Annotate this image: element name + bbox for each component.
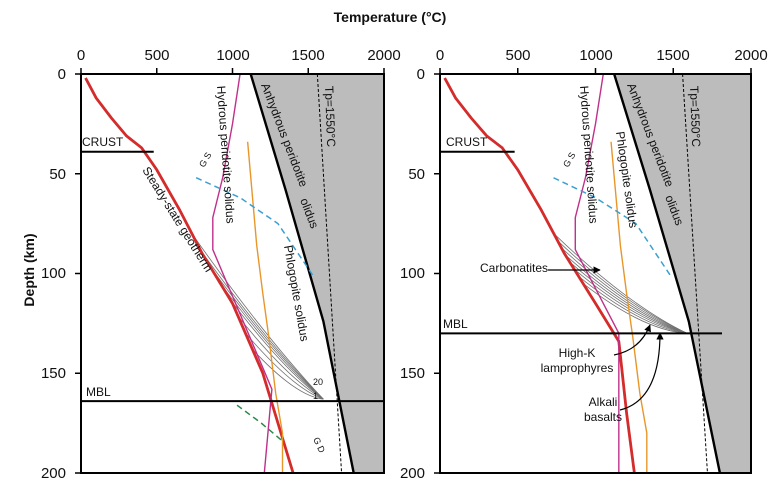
y-ticks: 0 50 100 150 200 bbox=[41, 66, 66, 482]
x-tick-500: 500 bbox=[144, 47, 169, 64]
melt-path bbox=[209, 266, 324, 400]
melt-path bbox=[200, 249, 324, 400]
x-tick-0: 0 bbox=[436, 47, 444, 64]
y-tick-100: 100 bbox=[400, 265, 425, 282]
x-ticks: 0 500 1000 1500 2000 bbox=[436, 47, 768, 64]
melt-path bbox=[219, 282, 324, 400]
melt-path bbox=[252, 349, 324, 400]
right-panel: 0 500 1000 1500 2000 0 50 100 150 200 CR… bbox=[400, 47, 768, 482]
path-label-1: 1 bbox=[313, 391, 318, 401]
x-tick-500: 500 bbox=[505, 47, 530, 64]
graphite-spinel-boundary bbox=[553, 177, 673, 278]
crust-label: CRUST bbox=[446, 135, 488, 149]
geotherm-line bbox=[84, 77, 295, 474]
geotherm-label: Steady-state geotherm bbox=[139, 164, 215, 274]
y-tick-200: 200 bbox=[41, 465, 66, 482]
melt-path bbox=[237, 316, 324, 400]
plot-frame bbox=[80, 73, 385, 474]
alkali-basalts-label-line2: basalts bbox=[584, 410, 622, 424]
tp-label: Tp=1550°C bbox=[687, 86, 703, 148]
melt-path bbox=[565, 254, 688, 334]
mbl-label: MBL bbox=[443, 317, 468, 331]
y-tick-150: 150 bbox=[400, 365, 425, 382]
melt-path bbox=[553, 233, 688, 334]
melt-paths bbox=[553, 233, 688, 334]
alkali-basalts-arrow bbox=[619, 332, 664, 411]
melt-path bbox=[573, 268, 688, 334]
y-tick-50: 50 bbox=[408, 166, 425, 183]
phlogopite-solidus-line bbox=[610, 141, 648, 473]
melt-path bbox=[578, 276, 688, 334]
carbonatites-label: Carbonatites bbox=[480, 261, 548, 275]
alkali-basalts-label-line1: Alkali bbox=[589, 395, 618, 409]
hydrous-solidus-label: Hydrous peridotite solidus bbox=[214, 85, 238, 224]
x-ticks: 0 500 1000 1500 2000 bbox=[77, 47, 401, 64]
x-axis-title: Temperature (°C) bbox=[334, 9, 447, 25]
melt-path bbox=[229, 299, 324, 400]
melt-path bbox=[569, 261, 688, 334]
hydrous-solidus-label: Hydrous peridotite solidus bbox=[577, 85, 601, 224]
y-tick-0: 0 bbox=[58, 66, 66, 83]
tp-1550-adiabat-line bbox=[682, 73, 708, 474]
high-k-arrow bbox=[613, 324, 651, 356]
tp-1550-adiabat-line bbox=[316, 73, 343, 474]
x-tick-0: 0 bbox=[77, 47, 85, 64]
y-ticks: 0 50 100 150 200 bbox=[400, 66, 425, 482]
anhydrous-region bbox=[250, 74, 384, 473]
graphite-diamond-line bbox=[236, 404, 283, 442]
x-tick-1000: 1000 bbox=[216, 47, 249, 64]
hydrous-solidus-line bbox=[212, 73, 273, 474]
gs-label: G S bbox=[561, 151, 577, 169]
x-tick-2000: 2000 bbox=[734, 47, 767, 64]
y-axis-title: Depth (km) bbox=[21, 233, 37, 306]
high-k-label-line1: High-K bbox=[559, 346, 596, 360]
tp-label: Tp=1550°C bbox=[322, 86, 338, 148]
mbl-label: MBL bbox=[86, 385, 111, 399]
y-tick-0: 0 bbox=[417, 66, 425, 83]
graphite-spinel-boundary bbox=[195, 177, 315, 278]
y-tick-200: 200 bbox=[400, 465, 425, 482]
melt-path bbox=[582, 283, 688, 334]
left-panel: 0 500 1000 1500 2000 0 50 100 150 200 CR… bbox=[41, 47, 401, 482]
x-tick-1000: 1000 bbox=[579, 47, 612, 64]
x-tick-2000: 2000 bbox=[367, 47, 400, 64]
gd-label: G D bbox=[311, 436, 327, 455]
annotation-arrows bbox=[548, 266, 664, 411]
high-k-label-line2: lamprophyres bbox=[541, 361, 614, 375]
anhydrous-region bbox=[614, 74, 751, 473]
melt-path bbox=[191, 233, 324, 400]
x-tick-1500: 1500 bbox=[656, 47, 689, 64]
melt-path bbox=[557, 240, 688, 334]
melt-paths bbox=[191, 233, 324, 400]
y-tick-100: 100 bbox=[41, 265, 66, 282]
anhydrous-solidus-line bbox=[613, 73, 722, 474]
melt-path bbox=[244, 332, 324, 400]
plot-frame bbox=[439, 73, 752, 474]
x-tick-1500: 1500 bbox=[291, 47, 324, 64]
path-label-20: 20 bbox=[313, 377, 323, 387]
melt-path bbox=[561, 247, 688, 334]
phlogopite-solidus-line bbox=[246, 141, 284, 473]
y-tick-150: 150 bbox=[41, 365, 66, 382]
anhydrous-solidus-line bbox=[249, 73, 355, 474]
gs-label: G S bbox=[197, 151, 213, 169]
crust-label: CRUST bbox=[82, 135, 124, 149]
y-tick-50: 50 bbox=[49, 166, 66, 183]
